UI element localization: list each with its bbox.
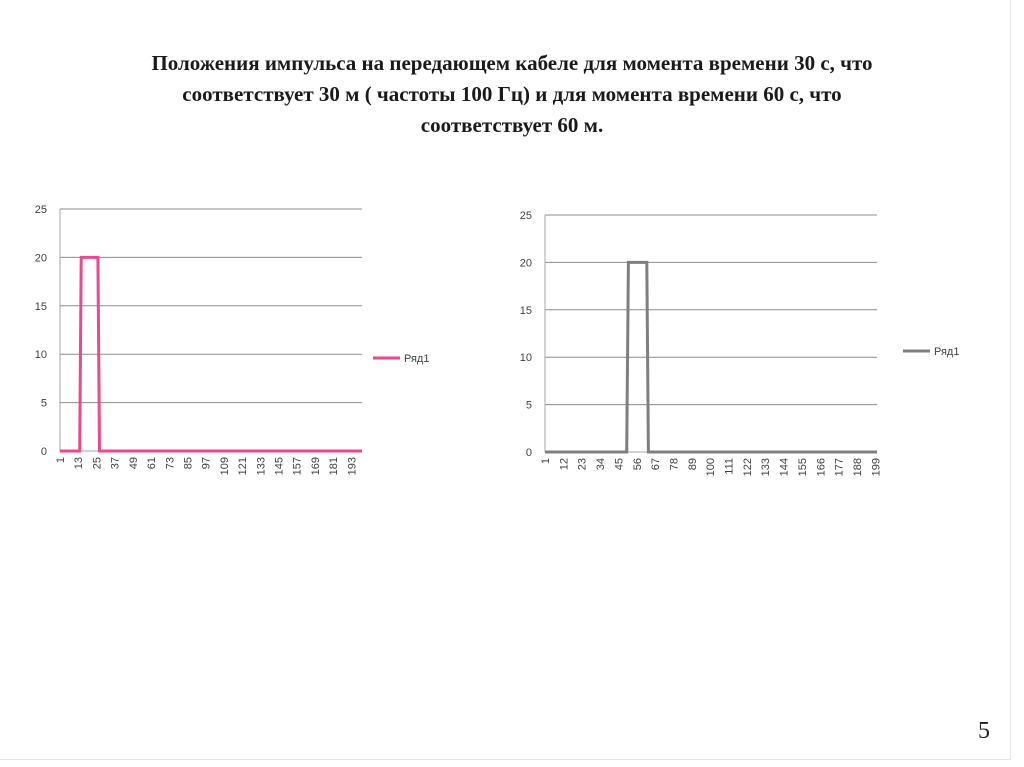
x-tick-label: 89 <box>687 458 699 470</box>
x-tick-label: 177 <box>834 458 846 476</box>
x-tick-label: 121 <box>237 457 249 475</box>
x-tick-label: 37 <box>110 457 122 469</box>
x-tick-label: 61 <box>146 457 158 469</box>
legend-label: Ряд1 <box>404 353 429 365</box>
x-tick-label: 1 <box>55 457 67 463</box>
x-tick-label: 100 <box>705 458 717 476</box>
x-tick-label: 169 <box>310 457 322 475</box>
slide-frame <box>0 0 1011 760</box>
x-tick-label: 122 <box>742 458 754 476</box>
x-tick-label: 13 <box>73 457 85 469</box>
x-tick-label: 34 <box>595 458 607 470</box>
x-tick-label: 133 <box>760 458 772 476</box>
slide-title-line: соответствует 30 м ( частоты 100 Гц) и д… <box>182 82 842 106</box>
y-tick-label: 15 <box>520 305 532 317</box>
x-tick-label: 144 <box>779 458 791 476</box>
slide-title-line: соответствует 60 м. <box>420 113 604 137</box>
x-tick-label: 181 <box>328 457 340 475</box>
y-tick-label: 5 <box>41 398 47 410</box>
y-tick-label: 20 <box>520 257 532 269</box>
x-tick-label: 166 <box>815 458 827 476</box>
x-tick-label: 155 <box>797 458 809 476</box>
x-tick-label: 73 <box>164 457 176 469</box>
x-tick-label: 157 <box>292 457 304 475</box>
x-tick-label: 188 <box>852 458 864 476</box>
x-tick-label: 49 <box>128 457 140 469</box>
x-tick-label: 85 <box>182 457 194 469</box>
y-tick-label: 15 <box>35 301 47 313</box>
legend-label: Ряд1 <box>934 346 959 358</box>
slide-title-line: Положения импульса на передающем кабеле … <box>151 51 873 75</box>
y-tick-label: 25 <box>520 210 532 222</box>
x-tick-label: 133 <box>255 457 267 475</box>
y-tick-label: 20 <box>35 252 47 264</box>
x-tick-label: 1 <box>540 458 552 464</box>
x-tick-label: 67 <box>650 458 662 470</box>
x-tick-label: 45 <box>613 458 625 470</box>
x-tick-label: 12 <box>558 458 570 470</box>
page-number: 5 <box>978 718 990 744</box>
x-tick-label: 56 <box>632 458 644 470</box>
series-line <box>545 260 877 454</box>
y-tick-label: 0 <box>526 447 532 459</box>
x-tick-label: 97 <box>201 457 213 469</box>
x-tick-label: 111 <box>724 458 736 475</box>
series-line <box>60 255 362 453</box>
x-tick-label: 145 <box>274 457 286 475</box>
x-tick-label: 78 <box>668 458 680 470</box>
y-tick-label: 5 <box>526 400 532 412</box>
x-tick-label: 109 <box>219 457 231 475</box>
x-tick-label: 193 <box>346 457 358 475</box>
slide-title: Положения импульса на передающем кабеле … <box>40 48 984 141</box>
x-tick-label: 25 <box>91 457 103 469</box>
y-tick-label: 0 <box>41 446 47 458</box>
y-tick-label: 10 <box>35 349 47 361</box>
y-tick-label: 25 <box>35 204 47 216</box>
y-tick-label: 10 <box>520 352 532 364</box>
x-tick-label: 23 <box>577 458 589 470</box>
x-tick-label: 199 <box>870 458 882 476</box>
